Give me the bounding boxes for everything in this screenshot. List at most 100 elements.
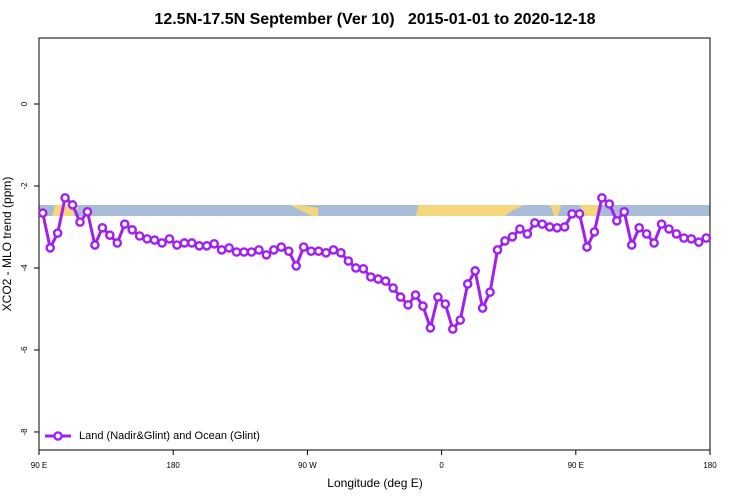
data-point (433, 292, 443, 302)
ocean-strip (39, 205, 710, 216)
data-point (522, 229, 533, 239)
x-tick-label: 180 (703, 461, 717, 470)
data-point (261, 250, 272, 260)
data-point (149, 235, 160, 245)
x-tick-label: 90 W (298, 461, 317, 470)
data-point (269, 245, 279, 255)
x-tick-label: 180 (167, 461, 181, 470)
y-tick-label: -4 (20, 264, 29, 272)
data-point (172, 240, 182, 250)
data-point (164, 234, 175, 244)
data-point (403, 300, 413, 310)
data-point (328, 245, 339, 255)
data-point (537, 219, 548, 229)
data-point (701, 233, 712, 243)
data-point (626, 240, 637, 250)
data-point (380, 276, 391, 286)
data-point (552, 223, 562, 233)
data-point (544, 222, 555, 232)
data-point (671, 229, 682, 239)
y-tick-label: -6 (20, 346, 29, 354)
data-point (582, 242, 592, 252)
data-point (298, 242, 309, 252)
data-point (82, 207, 93, 217)
data-point (201, 241, 212, 251)
data-point (142, 234, 152, 244)
data-point (45, 243, 55, 253)
data-point (485, 287, 495, 297)
y-tick-label: -2 (20, 182, 29, 190)
data-point (224, 243, 234, 253)
data-point (470, 266, 480, 276)
data-point (239, 247, 249, 257)
data-point (306, 246, 316, 256)
data-point (291, 261, 302, 271)
land-patch (416, 205, 524, 216)
data-point (529, 218, 540, 228)
data-point (52, 228, 63, 238)
data-point (37, 208, 48, 218)
plot-frame (38, 37, 711, 451)
x-tick-label: 0 (439, 461, 444, 470)
data-point (97, 223, 108, 233)
land-patch (290, 205, 318, 216)
data-point (373, 274, 384, 284)
data-point (425, 323, 436, 333)
data-point (179, 238, 190, 248)
data-point (507, 232, 518, 242)
data-point (358, 264, 369, 274)
data-point (641, 229, 652, 239)
data-point (694, 237, 704, 247)
data-point (492, 245, 503, 255)
data-point (619, 207, 630, 217)
data-point (246, 247, 257, 257)
data-point (67, 200, 78, 210)
data-point (455, 315, 466, 325)
data-point (559, 222, 570, 232)
data-point (157, 238, 167, 248)
data-point (365, 272, 376, 282)
data-point (134, 231, 145, 241)
data-point (127, 225, 137, 235)
data-point (343, 256, 354, 266)
data-point (679, 233, 689, 243)
data-point (418, 301, 428, 311)
data-point (254, 245, 264, 255)
data-point (112, 238, 123, 248)
data-point (209, 238, 220, 249)
data-point (194, 241, 205, 251)
data-point (447, 324, 458, 334)
data-point (321, 248, 331, 258)
data-point (388, 283, 398, 293)
data-point (395, 292, 406, 302)
data-point (656, 219, 667, 229)
data-point (597, 193, 607, 203)
data-point (351, 263, 361, 273)
x-tick-label: 90 E (31, 461, 47, 470)
data-point (216, 245, 227, 255)
data-point (283, 246, 294, 256)
data-point (604, 199, 615, 209)
y-tick-label: -8 (20, 428, 29, 436)
data-point (313, 246, 324, 256)
y-axis-title: XCO2 - MLO trend (ppm) (0, 177, 14, 312)
data-point (634, 223, 644, 233)
data-point (567, 209, 577, 219)
y-tick-label: 0 (20, 101, 29, 106)
data-point (75, 217, 85, 227)
data-point (231, 247, 242, 257)
data-point (440, 299, 451, 309)
data-point (589, 227, 600, 237)
data-point (500, 236, 510, 246)
legend-marker (53, 431, 63, 441)
chart-title: 12.5N-17.5N September (Ver 10) 2015-01-0… (154, 11, 595, 28)
data-point (105, 230, 115, 240)
data-point (90, 240, 100, 250)
data-point (410, 290, 421, 300)
data-point (664, 224, 674, 234)
data-point (119, 219, 130, 229)
data-point (477, 303, 488, 313)
data-point (574, 209, 585, 219)
